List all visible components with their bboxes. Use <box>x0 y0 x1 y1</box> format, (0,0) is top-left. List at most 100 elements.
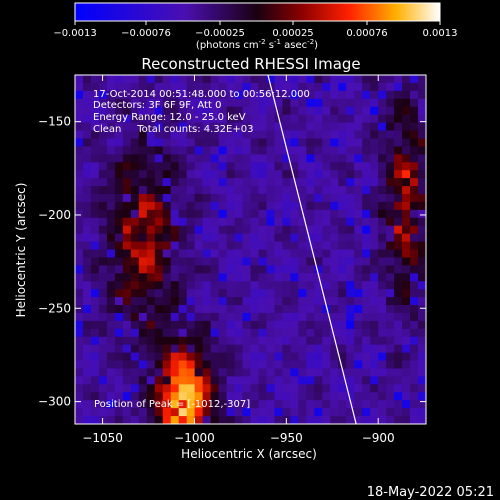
heatmap-cell <box>338 336 347 346</box>
heatmap-cell <box>186 225 196 235</box>
heatmap-cell <box>170 82 180 92</box>
heatmap-cell <box>178 75 188 84</box>
heatmap-cell <box>394 281 403 290</box>
heatmap-cell <box>290 376 299 385</box>
heatmap-cell <box>114 82 124 92</box>
heatmap-cell <box>226 170 235 179</box>
heatmap-cell <box>322 344 331 354</box>
heatmap-cell <box>250 384 259 393</box>
heatmap-cell <box>202 75 212 84</box>
heatmap-cell <box>146 138 156 147</box>
heatmap-cell <box>346 416 355 424</box>
heatmap-cell <box>194 154 204 163</box>
heatmap-cell <box>242 336 251 346</box>
heatmap-cell <box>234 312 243 322</box>
heatmap-cell <box>322 186 331 195</box>
clean-counts-text: Clean Total counts: 4.32E+03 <box>93 124 253 135</box>
heatmap-cell <box>410 122 419 131</box>
heatmap-cell <box>266 130 275 139</box>
heatmap-cell <box>322 312 331 322</box>
heatmap-cell <box>370 249 379 258</box>
heatmap-cell <box>346 98 355 108</box>
heatmap-cell <box>98 249 108 258</box>
heatmap-cell <box>146 106 156 116</box>
heatmap-cell <box>226 75 235 84</box>
heatmap-cell <box>330 328 339 338</box>
heatmap-cell <box>130 416 140 424</box>
heatmap-cell <box>290 392 299 401</box>
heatmap-cell <box>242 82 251 92</box>
heatmap-cell <box>362 114 371 123</box>
heatmap-cell <box>98 90 108 100</box>
heatmap-cell <box>298 312 307 322</box>
heatmap-cell <box>226 320 235 330</box>
heatmap-cell <box>410 82 419 92</box>
heatmap-cell <box>202 130 212 139</box>
heatmap-cell <box>162 217 172 227</box>
heatmap-cell <box>218 416 227 424</box>
heatmap-cell <box>266 162 275 171</box>
heatmap-cell <box>170 225 180 235</box>
heatmap-cell <box>330 186 339 195</box>
heatmap-cell <box>282 90 291 100</box>
heatmap-cell <box>394 201 403 211</box>
heatmap-cell <box>138 297 148 306</box>
heatmap-cell <box>330 360 339 369</box>
heatmap-cell <box>258 201 267 211</box>
heatmap-cell <box>90 170 100 179</box>
heatmap-cell <box>130 106 140 116</box>
heatmap-cell <box>162 400 172 409</box>
heatmap-cell <box>314 320 323 330</box>
heatmap-cell <box>378 90 387 100</box>
heatmap-cell <box>346 217 355 227</box>
heatmap-cell <box>362 90 371 100</box>
heatmap-cell <box>282 217 291 227</box>
heatmap-cell <box>106 392 116 401</box>
heatmap-cell <box>386 90 395 100</box>
heatmap-cell <box>82 400 92 409</box>
heatmap-cell <box>346 400 355 409</box>
heatmap-cell <box>298 376 307 385</box>
heatmap-cell <box>146 178 156 187</box>
heatmap-cell <box>418 114 426 123</box>
heatmap-cell <box>290 368 299 377</box>
heatmap-cell <box>370 178 379 187</box>
heatmap-cell <box>98 170 108 179</box>
heatmap-cell <box>75 352 84 361</box>
heatmap-cell <box>186 233 196 242</box>
heatmap-cell <box>82 75 92 84</box>
heatmap-cell <box>338 75 347 84</box>
heatmap-cell <box>330 162 339 171</box>
heatmap-cell <box>138 82 148 92</box>
heatmap-cell <box>186 98 196 108</box>
heatmap-cell <box>90 201 100 211</box>
heatmap-cell <box>418 170 426 179</box>
heatmap-cell <box>186 305 196 314</box>
heatmap-cell <box>338 90 347 100</box>
heatmap-cell <box>242 384 251 393</box>
heatmap-cell <box>178 90 188 100</box>
heatmap-cell <box>362 154 371 163</box>
heatmap-cell <box>266 305 275 314</box>
heatmap-cell <box>106 400 116 409</box>
heatmap-cell <box>90 82 100 92</box>
heatmap-cell <box>234 225 243 235</box>
heatmap-cell <box>266 233 275 242</box>
heatmap-cell <box>82 352 92 361</box>
heatmap-cell <box>306 265 315 274</box>
heatmap-cell <box>250 114 259 123</box>
heatmap-cell <box>322 384 331 393</box>
heatmap-cell <box>386 122 395 131</box>
heatmap-cell <box>330 289 339 298</box>
heatmap-cell <box>330 114 339 123</box>
heatmap-cell <box>242 114 251 123</box>
heatmap-cell <box>186 162 196 171</box>
heatmap-cell <box>410 273 419 282</box>
heatmap-cell <box>162 273 172 282</box>
heatmap-cell <box>218 408 227 417</box>
heatmap-cell <box>202 352 212 361</box>
heatmap-cell <box>418 392 426 401</box>
heatmap-cell <box>106 209 116 219</box>
heatmap-cell <box>218 75 227 84</box>
heatmap-cell <box>178 312 188 322</box>
